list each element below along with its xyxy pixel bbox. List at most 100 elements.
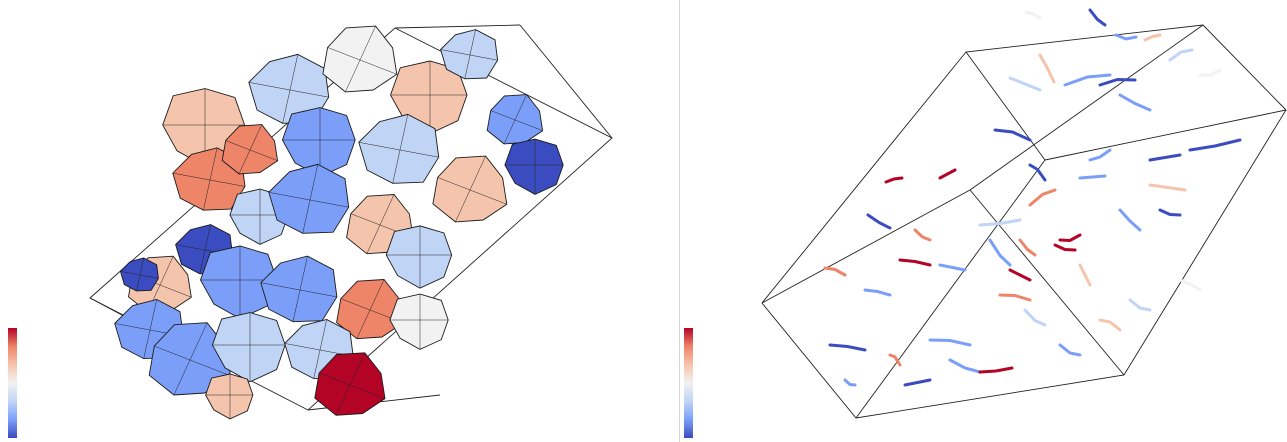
mesh-edge — [503, 119, 516, 145]
mesh-edge — [238, 149, 251, 175]
dislocation-segment — [1008, 76, 1042, 92]
dislocation-segment — [998, 293, 1032, 302]
mesh-edge — [172, 172, 211, 181]
mesh-edge — [437, 177, 471, 191]
mesh-edge — [379, 194, 395, 226]
mesh-edge — [143, 329, 151, 359]
dislocation-segment — [863, 288, 892, 297]
mesh-edge — [120, 271, 141, 276]
dislocation-segment — [938, 263, 967, 272]
dislocation-segment — [978, 366, 1014, 374]
dislocation-plot — [761, 8, 1287, 419]
dislocation-segment — [1148, 183, 1187, 192]
dislocation-segment — [1058, 343, 1082, 357]
colorbar-left — [8, 328, 17, 438]
dislocation-segment — [843, 378, 857, 387]
mesh-edge — [319, 372, 351, 386]
mesh-edge — [114, 323, 151, 331]
mesh-edge — [350, 213, 381, 226]
dislocation-segments — [823, 8, 1242, 387]
mesh-edge — [289, 54, 299, 91]
mesh-edge — [469, 29, 476, 56]
mesh-edge — [302, 199, 311, 234]
mesh-edge — [284, 343, 321, 351]
dislocation-segment — [988, 238, 1012, 267]
dislocation-segment — [903, 378, 932, 387]
dislocation-segment — [1198, 68, 1222, 78]
grain-mesh-panel — [8, 24, 613, 438]
dislocation-segment — [978, 218, 1022, 227]
dislocation-segment — [1024, 10, 1042, 20]
mesh-edge — [189, 359, 231, 377]
mesh-edge — [455, 189, 471, 223]
dislocation-segment — [1028, 188, 1057, 207]
dislocation-segment — [928, 338, 972, 347]
dislocation-segment — [1088, 8, 1107, 27]
mesh-edge — [225, 140, 251, 151]
dislocation-segment — [993, 128, 1032, 142]
colorbar-right — [684, 328, 693, 438]
mesh-edge — [136, 274, 141, 291]
dislocation-segment — [1038, 53, 1056, 84]
mesh-edge — [149, 299, 157, 331]
mesh-edge — [340, 298, 371, 311]
dislocation-segment — [1158, 208, 1182, 217]
dislocation-segment — [1008, 268, 1032, 282]
mesh-edge — [399, 149, 439, 158]
mesh-edge — [139, 274, 159, 279]
dislocation-segment — [1178, 278, 1202, 292]
mesh-edge — [392, 149, 401, 184]
mesh-edge — [199, 249, 206, 274]
mesh-edge — [335, 384, 351, 416]
mesh-edge — [299, 256, 308, 291]
dislocation-segment — [1088, 148, 1112, 162]
dislocation-segment — [866, 213, 892, 230]
mesh-edge — [204, 224, 211, 251]
mesh-edge — [209, 147, 218, 181]
dislocation-segment — [1188, 138, 1242, 152]
mesh-edge — [349, 352, 366, 386]
mesh-edge — [159, 256, 174, 286]
dislocation-segment — [1114, 33, 1138, 41]
dislocation-segment — [884, 176, 904, 184]
mesh-edge — [139, 257, 144, 276]
mesh-edge — [469, 155, 486, 191]
mesh-edge — [154, 345, 191, 361]
dislocation-segment — [948, 358, 982, 374]
dislocation-panel — [680, 0, 1287, 442]
mesh-edge — [189, 322, 208, 361]
mesh-edge — [327, 47, 361, 61]
mesh-edge — [260, 282, 301, 291]
dislocation-segment — [898, 258, 932, 267]
dislocation-segment — [1143, 33, 1162, 42]
dislocation-segment — [1118, 93, 1152, 112]
mesh-edge — [249, 124, 262, 151]
mesh-edge — [248, 82, 291, 91]
panel-divider — [679, 0, 680, 442]
dislocation-segment — [1148, 153, 1182, 162]
dislocation-segment — [1028, 163, 1047, 182]
mesh-edge — [289, 89, 329, 98]
mesh-edge — [159, 284, 192, 298]
mesh-edge — [469, 54, 498, 61]
mesh-edge — [173, 359, 191, 396]
dislocation-segment — [1078, 263, 1092, 287]
mesh-edge — [514, 119, 543, 131]
dislocation-segment — [1078, 174, 1107, 180]
mesh-edge — [514, 94, 527, 121]
dislocation-segment — [1018, 238, 1037, 257]
dislocation-segment — [1098, 318, 1122, 332]
mesh-edge — [313, 349, 321, 379]
dislocation-segment — [1023, 308, 1047, 327]
mesh-edge — [399, 114, 409, 151]
dislocation-segment — [913, 228, 932, 242]
dislocation-segment — [1098, 77, 1137, 87]
mesh-edge — [175, 244, 206, 251]
bounding-box — [761, 24, 1287, 419]
mesh-edge — [359, 25, 376, 61]
dislocation-segment — [1053, 243, 1077, 252]
mesh-edge — [359, 59, 397, 75]
mesh-edge — [349, 384, 386, 399]
dislocation-segment — [828, 343, 867, 352]
mesh-edge — [366, 224, 381, 254]
